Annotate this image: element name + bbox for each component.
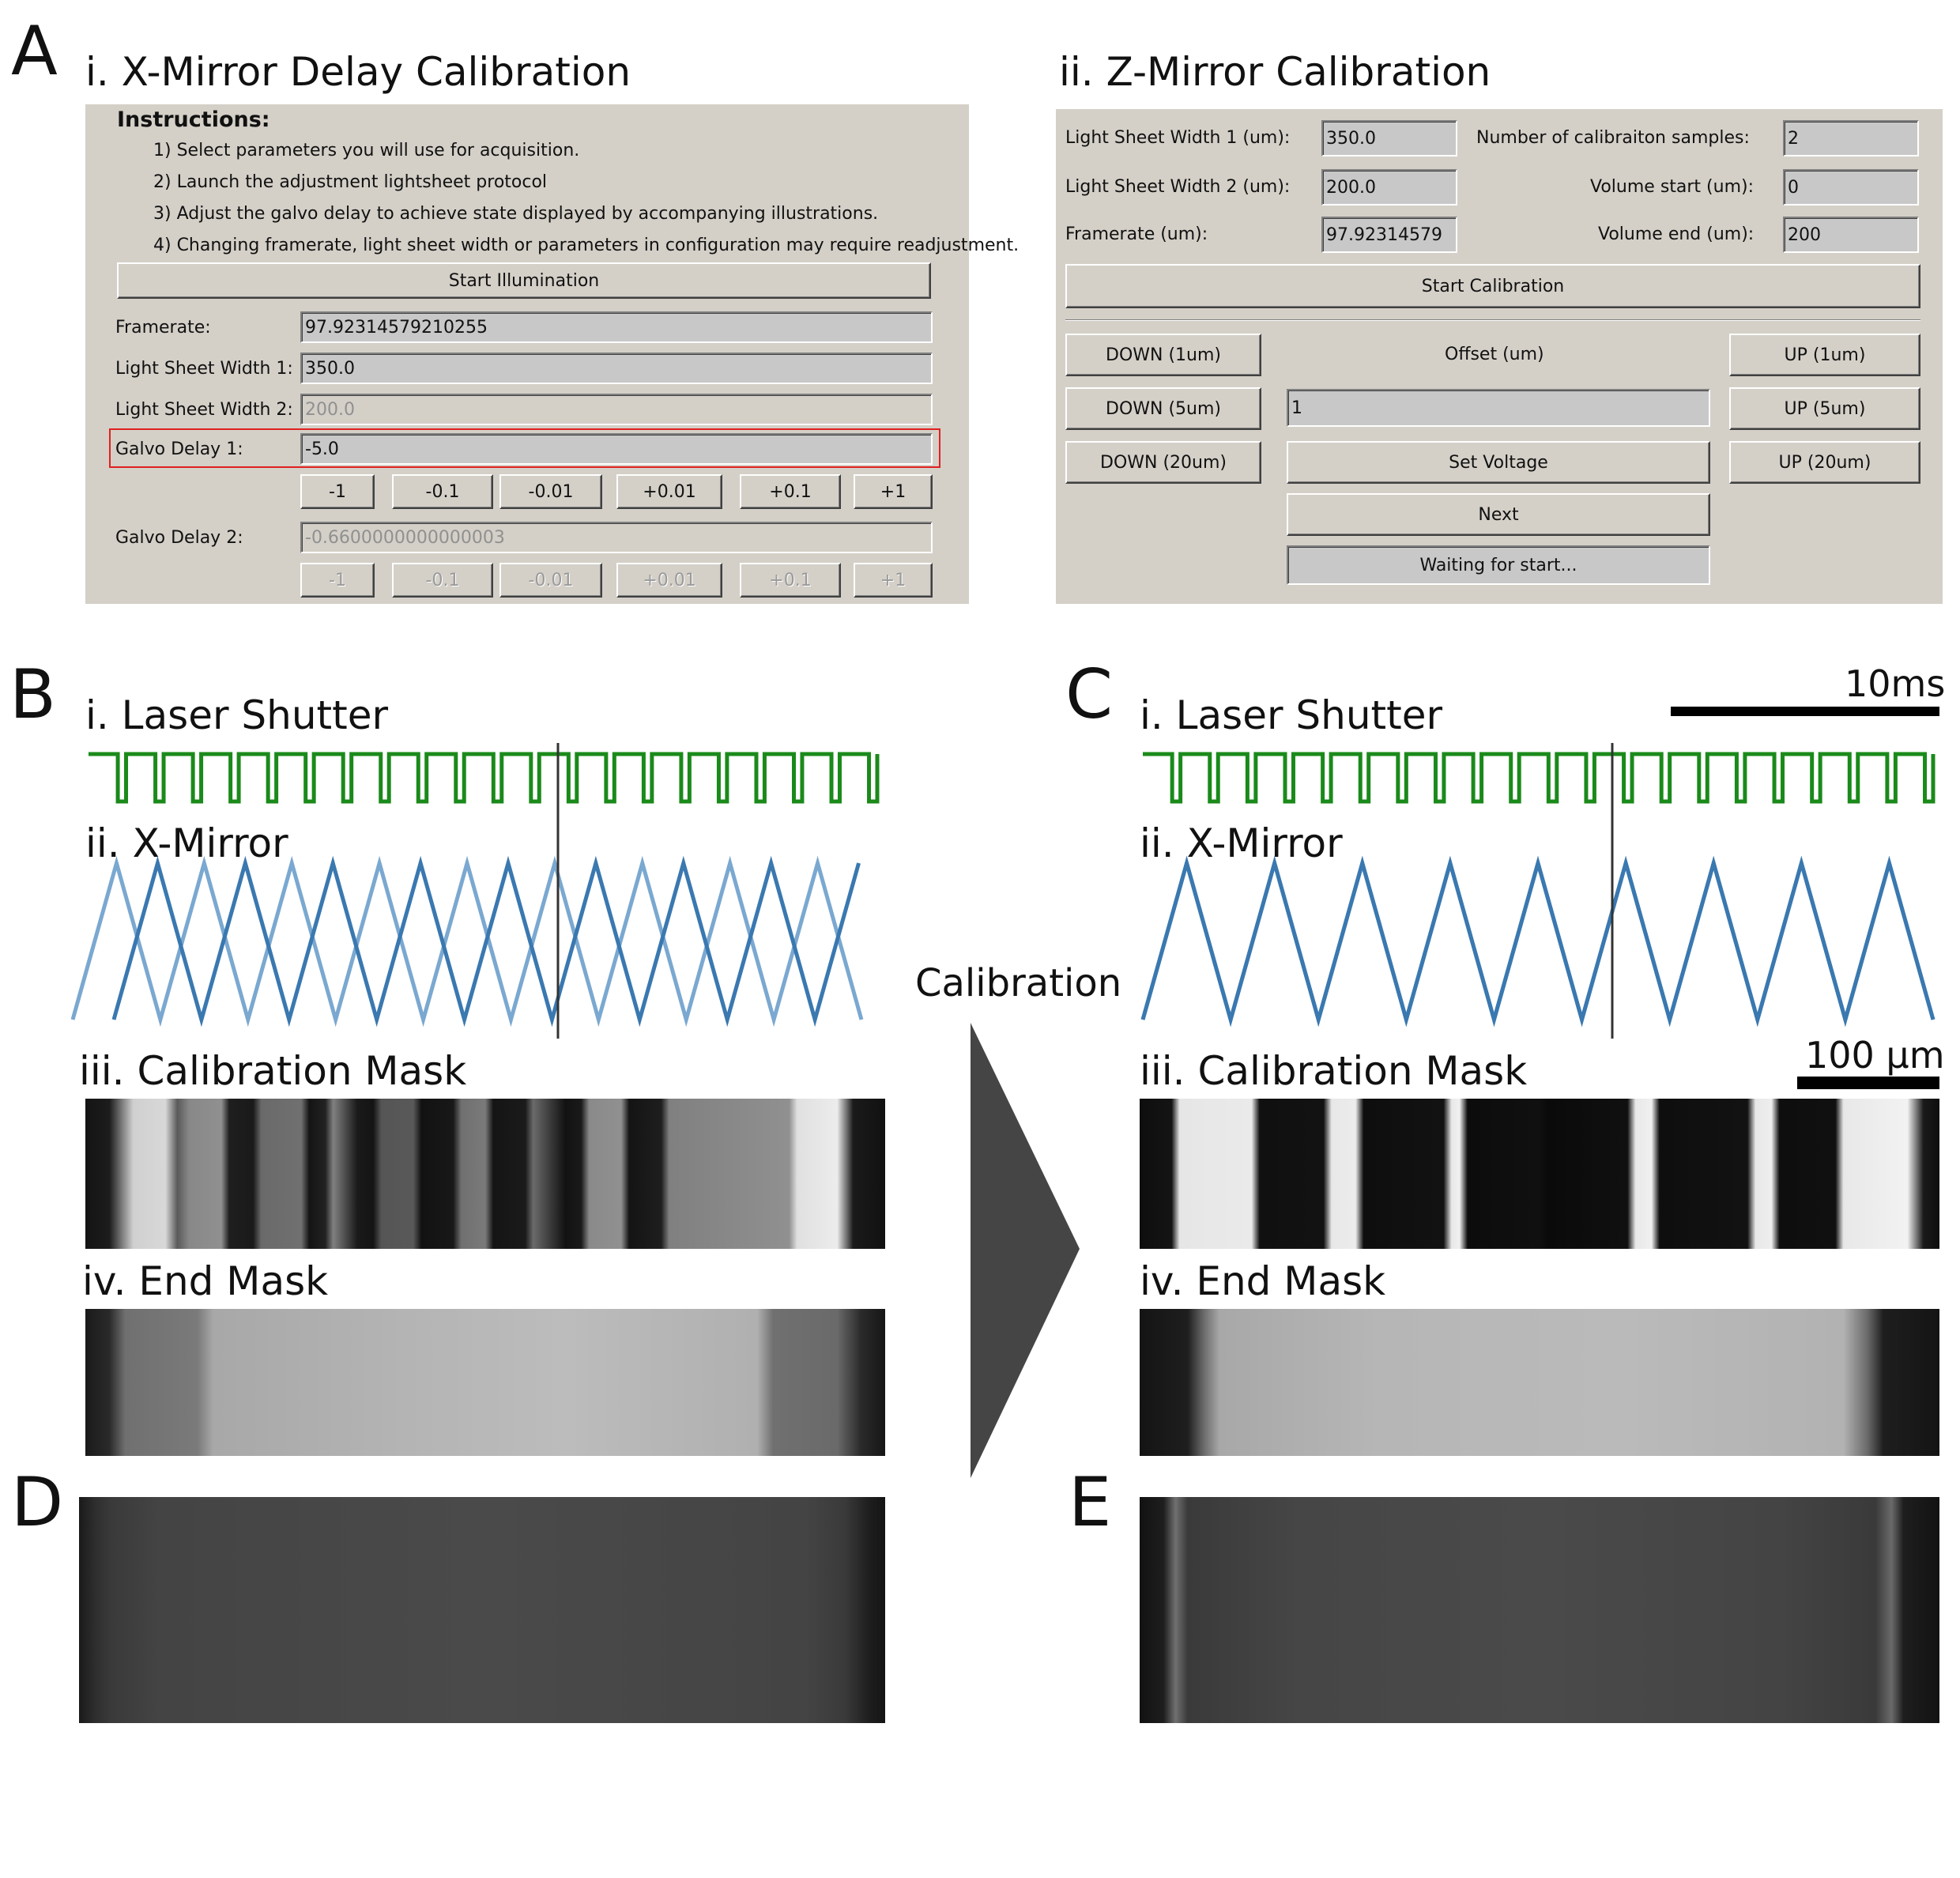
calibration-samples-field[interactable]: 2 [1783,120,1919,156]
zmirror-calibration-title: ii. Z-Mirror Calibration [1059,49,1491,95]
up-20um-button[interactable]: UP (20um) [1729,441,1920,484]
panel-label-c: C [1065,655,1114,734]
delay1-minus-0-1-button[interactable]: -0.1 [392,474,493,509]
down-1um-button[interactable]: DOWN (1um) [1065,334,1261,376]
xmirror-delay-dialog: Instructions: 1) Select parameters you w… [85,104,1019,604]
volume-start-field[interactable]: 0 [1783,169,1919,206]
galvo-delay-1-highlight [109,428,940,468]
c-end-mask-title: iv. End Mask [1140,1258,1386,1304]
z-light-sheet-width-1-field[interactable]: 350.0 [1321,120,1457,156]
framerate-field[interactable]: 97.92314579210255 [300,311,933,343]
delay1-minus-0-01-button[interactable]: -0.01 [499,474,602,509]
delay2-minus-0-01-button: -0.01 [499,563,602,598]
panel-c-traces [1140,743,1936,1039]
galvo-delay-1-label: Galvo Delay 1: [115,439,243,459]
panel-label-b: B [9,655,56,734]
offset-field[interactable]: 1 [1287,389,1710,427]
galvo-delay-2-field: -0.6600000000000003 [300,522,933,553]
delay1-plus-0-01-button[interactable]: +0.01 [616,474,722,509]
z-framerate-label: Framerate (um): [1065,224,1208,244]
c-xmirror-title: ii. X-Mirror [1140,820,1343,866]
volume-start-label: Volume start (um): [1590,177,1755,197]
z-light-sheet-width-2-field[interactable]: 200.0 [1321,169,1457,206]
instruction-line: 2) Launch the adjustment lightsheet prot… [153,172,548,192]
z-framerate-field[interactable]: 97.92314579 [1321,217,1457,253]
delay2-plus-0-01-button: +0.01 [616,563,722,598]
delay2-plus-0-1-button: +0.1 [740,563,841,598]
calibration-arrow [971,1023,1080,1478]
x-mirror-trace-light [1140,855,1936,1028]
d-result-image [79,1497,885,1723]
space-scale-label: 100 µm [1805,1034,1945,1077]
panel-label-d: D [11,1463,64,1542]
calibration-status-field: Waiting for start... [1287,545,1710,585]
x-mirror-trace-dark [111,855,861,1028]
instruction-line: 1) Select parameters you will use for ac… [153,141,580,160]
delay2-minus-1-button: -1 [300,563,375,598]
instruction-line: 4) Changing framerate, light sheet width… [153,236,1020,255]
panel-label-e: E [1069,1463,1112,1542]
start-illumination-button[interactable]: Start Illumination [117,262,931,299]
separator [1065,319,1920,321]
c-calibration-mask-image [1140,1099,1939,1249]
offset-label: Offset (um) [1445,345,1544,364]
c-laser-shutter-title: i. Laser Shutter [1140,692,1443,738]
z-light-sheet-width-1-label: Light Sheet Width 1 (um): [1065,128,1291,148]
delay1-plus-0-1-button[interactable]: +0.1 [740,474,841,509]
start-calibration-button[interactable]: Start Calibration [1065,264,1920,308]
b-laser-shutter-title: i. Laser Shutter [85,692,389,738]
xmirror-calibration-title: i. X-Mirror Delay Calibration [85,49,631,95]
zmirror-calibration-dialog: Light Sheet Width 1 (um): 350.0 Number o… [1056,109,1943,604]
x-mirror-trace-dark [1140,855,1936,1028]
b-calibration-mask-title: iii. Calibration Mask [79,1048,467,1094]
calibration-samples-label: Number of calibraiton samples: [1476,128,1750,148]
b-end-mask-title: iv. End Mask [82,1258,329,1304]
galvo-delay-2-label: Galvo Delay 2: [115,528,243,548]
instruction-line: 3) Adjust the galvo delay to achieve sta… [153,204,879,224]
c-end-mask-image [1140,1309,1939,1456]
up-1um-button[interactable]: UP (1um) [1729,334,1920,376]
e-result-image [1140,1497,1939,1723]
laser-shutter-trace [89,752,880,804]
light-sheet-width-2-label: Light Sheet Width 2: [115,400,293,420]
galvo-delay-1-field[interactable]: -5.0 [300,433,933,465]
time-scale-bar [1671,707,1939,716]
delay2-minus-0-1-button: -0.1 [392,563,493,598]
laser-shutter-trace [1143,752,1936,804]
calibration-arrow-label: Calibration [915,961,1122,1005]
panel-b-traces [70,743,880,1039]
z-light-sheet-width-2-label: Light Sheet Width 2 (um): [1065,177,1291,197]
set-voltage-button[interactable]: Set Voltage [1287,441,1710,484]
panel-label-a: A [11,12,58,91]
delay1-plus-1-button[interactable]: +1 [854,474,933,509]
next-button[interactable]: Next [1287,493,1710,536]
time-scale-label: 10ms [1845,662,1946,705]
b-xmirror-title: ii. X-Mirror [85,820,288,866]
b-end-mask-image [85,1309,885,1456]
light-sheet-width-2-field: 200.0 [300,394,933,425]
space-scale-bar [1797,1077,1939,1089]
light-sheet-width-1-field[interactable]: 350.0 [300,353,933,384]
c-calibration-mask-title: iii. Calibration Mask [1140,1048,1528,1094]
volume-end-field[interactable]: 200 [1783,217,1919,253]
x-mirror-trace-light [70,855,864,1028]
framerate-label: Framerate: [115,318,211,338]
b-calibration-mask-image [85,1099,885,1249]
up-5um-button[interactable]: UP (5um) [1729,387,1920,430]
light-sheet-width-1-label: Light Sheet Width 1: [115,359,293,379]
down-5um-button[interactable]: DOWN (5um) [1065,387,1261,430]
volume-end-label: Volume end (um): [1598,224,1755,244]
instructions-heading: Instructions: [117,107,270,132]
delay2-plus-1-button: +1 [854,563,933,598]
delay1-minus-1-button[interactable]: -1 [300,474,375,509]
down-20um-button[interactable]: DOWN (20um) [1065,441,1261,484]
